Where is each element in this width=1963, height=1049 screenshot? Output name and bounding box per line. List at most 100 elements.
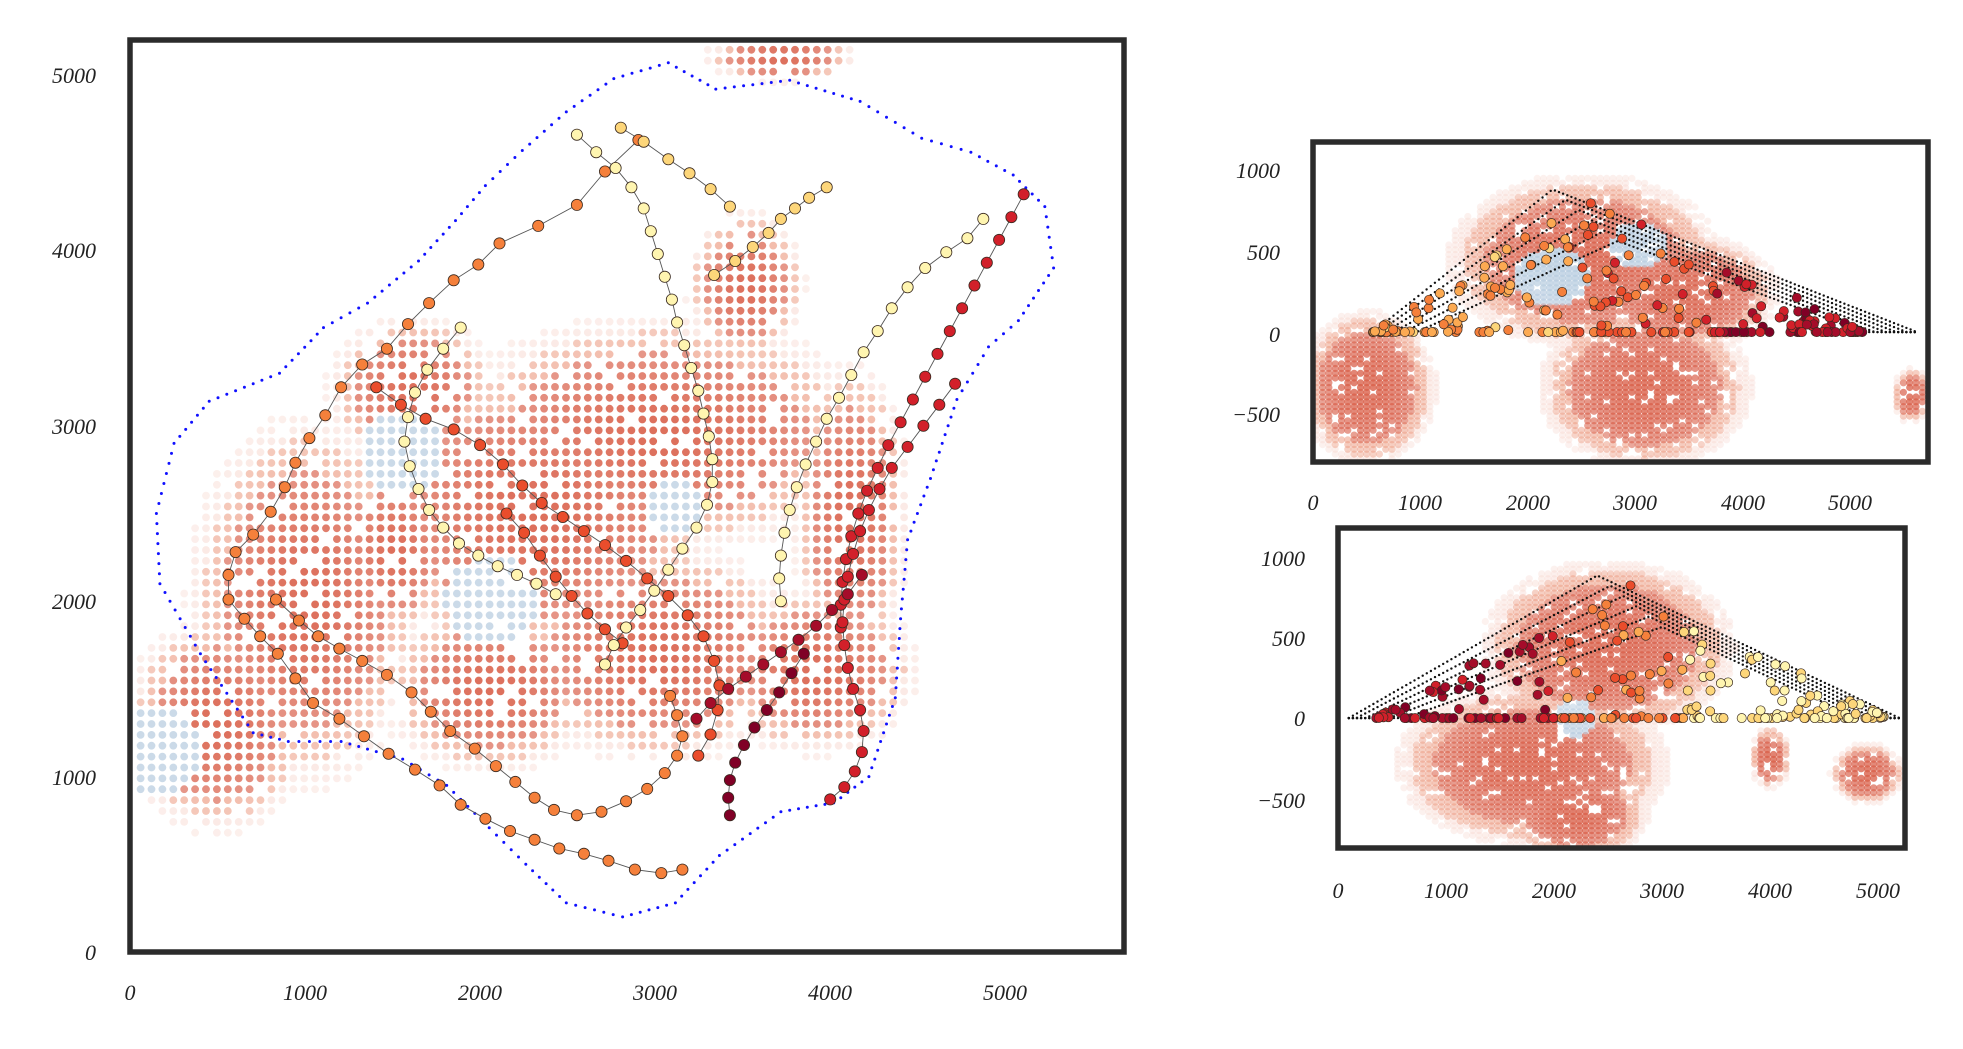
density-dot	[1546, 379, 1554, 387]
density-dot	[267, 578, 276, 587]
density-dot	[1325, 322, 1333, 330]
density-dot	[605, 709, 614, 717]
boundary-dot	[876, 110, 880, 114]
density-dot	[823, 676, 832, 685]
density-dot	[289, 741, 298, 750]
boundary-dot	[602, 910, 606, 914]
density-dot	[660, 611, 668, 620]
density-dot	[627, 546, 636, 554]
density-dot	[791, 720, 799, 728]
density-dot	[1502, 317, 1510, 325]
chain-node	[841, 588, 854, 601]
boundary-dot	[230, 699, 234, 703]
x-tick-label: 3000	[632, 980, 677, 1005]
density-dot	[1666, 212, 1674, 221]
x-tick-label: 1000	[283, 980, 327, 1005]
density-dot	[267, 415, 276, 424]
density-dot	[256, 448, 265, 457]
density-dot	[736, 491, 745, 500]
density-dot	[485, 611, 494, 620]
density-dot	[1344, 450, 1352, 458]
density-dot	[1470, 227, 1478, 235]
density-dot	[507, 437, 516, 446]
density-dot	[202, 502, 210, 511]
density-dot	[780, 306, 788, 315]
density-dot	[1622, 350, 1630, 358]
density-dot	[278, 491, 287, 500]
density-dot	[1483, 222, 1491, 230]
density-dot	[431, 426, 439, 435]
chain-node	[403, 460, 416, 473]
density-dot	[1407, 336, 1415, 344]
chain-node	[530, 577, 543, 590]
density-dot	[289, 578, 298, 587]
density-dot	[158, 785, 167, 794]
density-dot	[573, 459, 581, 467]
boundary-dot	[427, 773, 431, 777]
density-dot	[627, 383, 636, 391]
density-dot	[1577, 441, 1585, 449]
density-dot	[1413, 345, 1421, 354]
density-dot	[289, 557, 298, 565]
boundary-dot	[930, 139, 933, 143]
density-dot	[638, 383, 647, 391]
density-dot	[802, 350, 810, 359]
density-dot	[791, 296, 799, 304]
y-tick-label: 4000	[52, 238, 96, 263]
density-dot	[540, 720, 548, 728]
chain-node	[789, 202, 802, 215]
chain-node	[790, 481, 803, 494]
density-dot	[354, 611, 363, 620]
chain-node	[222, 568, 235, 581]
density-dot	[562, 578, 570, 587]
density-dot	[518, 404, 527, 413]
density-dot	[747, 589, 756, 598]
density-dot	[562, 557, 570, 565]
boundary-dot	[920, 136, 924, 140]
density-dot	[605, 350, 614, 359]
density-dot	[802, 731, 810, 739]
density-dot	[453, 741, 461, 750]
density-dot	[278, 665, 287, 674]
density-dot	[1420, 364, 1428, 373]
density-dot	[747, 578, 756, 587]
density-dot	[245, 437, 254, 446]
density-dot	[682, 741, 690, 750]
density-dot	[213, 633, 221, 641]
density-dot	[354, 491, 363, 500]
density-dot	[1413, 426, 1421, 434]
density-dot	[333, 731, 341, 739]
density-dot	[878, 557, 887, 565]
density-dot	[463, 567, 472, 576]
density-dot	[387, 698, 396, 707]
density-dot	[736, 600, 745, 609]
density-dot	[540, 654, 548, 663]
density-dot	[660, 665, 668, 674]
density-dot	[583, 600, 592, 609]
density-dot	[442, 557, 450, 565]
density-dot	[1337, 360, 1346, 368]
density-dot	[1457, 231, 1466, 240]
boundary-dot	[1024, 186, 1028, 190]
density-dot	[780, 709, 788, 717]
density-dot	[529, 720, 538, 728]
density-dot	[692, 665, 701, 674]
density-dot	[442, 633, 450, 641]
density-dot	[463, 437, 472, 446]
density-dot	[1420, 426, 1428, 434]
boundary-dot	[949, 145, 953, 149]
chain-node	[333, 712, 346, 725]
density-dot	[496, 383, 505, 391]
density-dot	[1609, 174, 1617, 182]
density-dot	[692, 611, 701, 620]
density-dot	[682, 698, 690, 707]
density-dot	[1565, 355, 1573, 363]
density-dot	[409, 437, 418, 446]
chain-node	[658, 270, 671, 283]
boundary-dot	[873, 757, 877, 761]
density-dot	[354, 546, 363, 554]
density-dot	[289, 437, 298, 446]
density-dot	[256, 546, 265, 554]
density-dot	[267, 470, 276, 478]
